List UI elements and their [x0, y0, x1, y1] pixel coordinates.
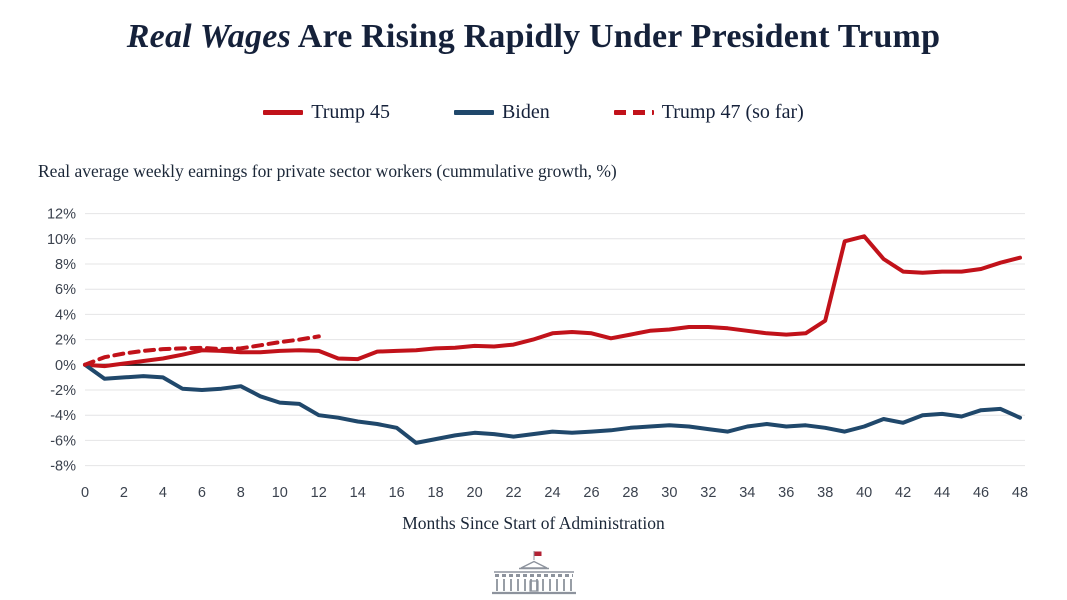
y-tick-label: 0% [55, 358, 76, 374]
whitehouse-icon [491, 551, 576, 595]
flag-icon [534, 551, 541, 556]
x-tick-label: 16 [389, 485, 405, 501]
x-tick-label: 48 [1012, 485, 1028, 501]
x-tick-label: 26 [583, 485, 599, 501]
y-tick-label: 8% [55, 257, 76, 273]
x-tick-label: 36 [778, 485, 794, 501]
x-tick-label: 38 [817, 485, 833, 501]
x-axis-title: Months Since Start of Administration [402, 513, 665, 533]
x-tick-label: 14 [350, 485, 366, 501]
x-tick-label: 10 [272, 485, 288, 501]
trump-47-dashed-swatch [613, 110, 654, 115]
x-tick-label: 30 [661, 485, 677, 501]
x-tick-label: 8 [237, 485, 245, 501]
legend-label-biden: Biden [501, 101, 550, 123]
y-tick-label: 4% [55, 307, 76, 323]
legend-label-trump-47: Trump 47 (so far) [661, 101, 804, 123]
axis-description: Real average weekly earnings for private… [38, 161, 617, 181]
y-tick-label: -2% [50, 383, 76, 399]
x-tick-label: 2 [120, 485, 128, 501]
x-tick-label: 34 [739, 485, 755, 501]
x-tick-label: 24 [544, 485, 560, 501]
x-tick-label: 22 [505, 485, 521, 501]
legend-item-trump-45: Trump 45 [263, 101, 390, 124]
series-line-biden [83, 362, 1022, 445]
y-tick-label: 12% [47, 207, 76, 223]
x-tick-label: 12 [311, 485, 327, 501]
whitehouse-logo [490, 549, 578, 600]
y-tick-label: 10% [47, 232, 76, 248]
x-tick-label: 44 [934, 485, 950, 501]
x-tick-label: 40 [856, 485, 872, 501]
legend-item-trump-47: Trump 47 (so far) [613, 101, 804, 124]
trump-45-line-swatch [263, 110, 304, 115]
x-tick-label: 0 [81, 485, 89, 501]
x-tick-label: 6 [198, 485, 206, 501]
y-tick-label: -6% [50, 433, 76, 449]
series-line-trump-47-so-far- [83, 334, 321, 367]
x-tick-label: 32 [700, 485, 716, 501]
biden-line-swatch [453, 110, 494, 115]
title-rest-part: Are Rising Rapidly Under President Trump [290, 18, 941, 55]
series-line-trump-45 [83, 234, 1022, 369]
x-tick-label: 42 [895, 485, 911, 501]
page-title: Real Wages Are Rising Rapidly Under Pres… [0, 18, 1067, 56]
x-tick-label: 28 [622, 485, 638, 501]
y-tick-label: -4% [50, 408, 76, 424]
x-tick-label: 18 [428, 485, 444, 501]
legend: Trump 45 Biden Trump 47 (so far) [0, 101, 1067, 124]
y-tick-label: 2% [55, 333, 76, 349]
title-italic-part: Real Wages [126, 18, 291, 55]
x-tick-label: 4 [159, 485, 167, 501]
legend-item-biden: Biden [453, 101, 550, 124]
y-tick-label: -8% [50, 459, 76, 475]
y-tick-label: 6% [55, 282, 76, 298]
x-tick-label: 20 [467, 485, 483, 501]
legend-label-trump-45: Trump 45 [311, 101, 390, 123]
x-tick-label: 46 [973, 485, 989, 501]
